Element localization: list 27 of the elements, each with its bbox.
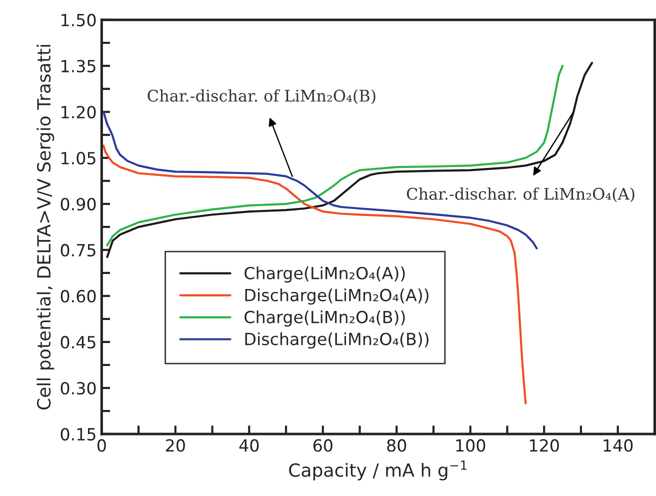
y-tick-label: 0.90 xyxy=(60,198,96,210)
x-tick-label: 120 xyxy=(530,439,559,452)
x-tick-label: 140 xyxy=(604,439,633,452)
y-axis-title: Cell potential, DELTA>V/V Sergio Trasatti xyxy=(36,44,54,410)
y-tick-label: 1.05 xyxy=(62,152,96,164)
y-tick-label: 0.30 xyxy=(60,382,96,395)
x-tick-label: 40 xyxy=(239,439,259,452)
y-tick-label: 1.35 xyxy=(62,60,96,72)
y-tick-label: 0.15 xyxy=(60,428,96,441)
y-tick-label: 0.75 xyxy=(60,244,96,256)
y-tick-label: 0.60 xyxy=(60,290,96,303)
annotation: Char.-dischar. of LiMn₂O₄(A) xyxy=(406,187,634,202)
annotation: Char.-dischar. of LiMn₂O₄(B) xyxy=(148,89,376,104)
legend-label: Discharge(LiMn₂O₄(A)) xyxy=(245,288,428,305)
x-tick-label: 20 xyxy=(166,439,185,452)
x-tick-label: 0 xyxy=(97,439,106,452)
x-tick-label: 100 xyxy=(456,439,486,452)
x-tick-label: 80 xyxy=(387,439,406,452)
legend-label: Discharge(LiMn₂O₄(B)) xyxy=(245,332,428,349)
legend-label: Charge(LiMn₂O₄(B)) xyxy=(244,310,405,327)
y-tick-label: 0.45 xyxy=(60,336,96,349)
y-tick-label: 1.50 xyxy=(62,14,96,26)
y-tick-label: 1.20 xyxy=(62,106,96,118)
x-axis-title: Capacity / mA h g$^{−1}$ xyxy=(289,460,467,480)
x-tick-label: 60 xyxy=(313,439,332,452)
line-series xyxy=(102,110,538,250)
legend-label: Charge(LiMn₂O₄(A)) xyxy=(244,266,405,283)
